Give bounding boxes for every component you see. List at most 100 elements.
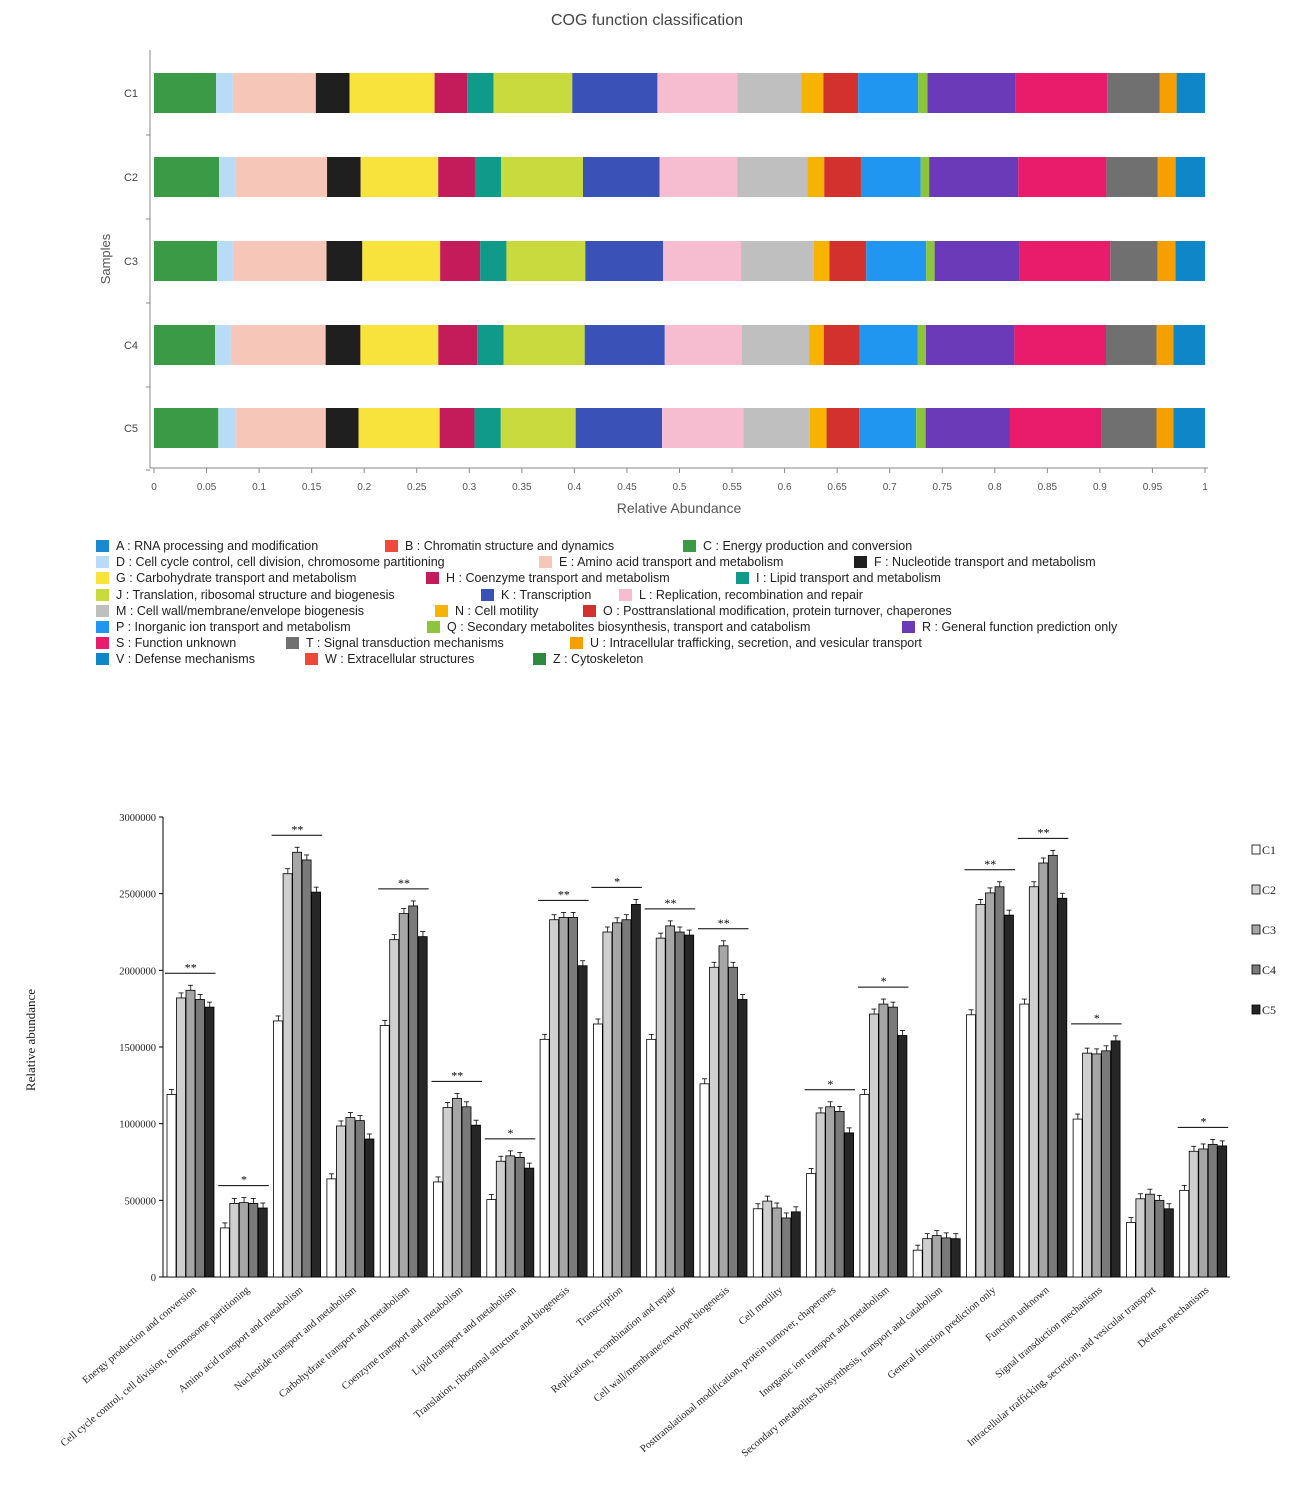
legend-row: D : Cell cycle control, cell division, c… <box>96 554 1216 570</box>
bar-C4-15 <box>994 886 1005 1278</box>
y-tick-label: 2000000 <box>119 966 156 977</box>
bar-C4-1 <box>248 1202 259 1278</box>
bar-segment-C1-N <box>801 73 824 113</box>
bar-C1-18 <box>1126 1222 1136 1278</box>
bar-segment-C3-N <box>813 241 830 281</box>
legend-row: V : Defense mechanisms W : Extracellular … <box>96 651 1216 667</box>
bar-C1-16 <box>1019 1003 1030 1278</box>
bar-segment-C5-H <box>439 408 475 448</box>
legend-label: I : Lipid transport and metabolism <box>756 571 941 586</box>
bar-C3-10 <box>718 945 729 1278</box>
legend-item-T: T : Signal transduction mechanisms <box>286 635 504 651</box>
bar-segment-C2-P <box>860 157 921 197</box>
legend-item-G: G : Carbohydrate transport and metabolis… <box>96 570 356 586</box>
bar-segment-C3-O <box>829 241 867 281</box>
legend-label: A : RNA processing and modification <box>116 539 319 553</box>
bar-C3-13 <box>878 1003 889 1278</box>
bar-C4-12 <box>834 1110 845 1278</box>
legend-label: L : Replication, recombination and repai… <box>639 587 863 602</box>
legend-swatch <box>385 540 398 552</box>
bar-segment-C2-K <box>583 157 660 197</box>
y-tick-label-C5: C5 <box>124 423 138 435</box>
x-tick-label: 0.1 <box>252 482 266 493</box>
bar-segment-C5-V <box>1173 408 1205 448</box>
bar-segment-C1-E <box>232 73 316 113</box>
x-category-label: Lipid transport and metabolism <box>410 1285 518 1378</box>
legend-item-W: W : Extracellular structures <box>305 651 474 667</box>
y-tick-label-C2: C2 <box>124 172 138 184</box>
stacked-bars <box>154 73 1205 448</box>
bar-C5-1 <box>257 1207 268 1278</box>
legend-swatch <box>96 653 109 666</box>
bar-segment-C3-Q <box>926 241 935 281</box>
bar-segment-C2-O <box>824 157 861 197</box>
bar-C4-8 <box>621 919 632 1278</box>
bar-segment-C5-K <box>575 408 663 448</box>
legend-item-A: A : RNA processing and modification <box>96 538 318 554</box>
legend-swatch <box>96 540 109 552</box>
bar-segment-C4-P <box>859 325 918 365</box>
bar-segment-C3-S <box>1019 241 1111 281</box>
x-category-label: Transcription <box>575 1284 626 1329</box>
bar-C4-11 <box>781 1217 792 1278</box>
x-tick-label: 0.55 <box>722 482 742 493</box>
bar-segment-C2-M <box>737 157 808 197</box>
bar-segment-C3-H <box>440 241 481 281</box>
bar-C2-10 <box>709 966 719 1278</box>
legend-swatch <box>539 556 552 569</box>
x-tick-label: 0.3 <box>462 482 476 493</box>
bar-C2-5 <box>442 1107 453 1278</box>
bar-C3-11 <box>771 1207 782 1278</box>
x-category-label: Energy production and conversion <box>81 1284 200 1386</box>
legend-row: A : RNA processing and modification B : C… <box>96 538 1216 554</box>
significance-label: ** <box>291 822 303 836</box>
x-category-label: Cell cycle control, cell division, chrom… <box>59 1284 252 1449</box>
y-tick-label: 0 <box>151 1273 156 1284</box>
legend-swatch <box>96 588 109 601</box>
bar-C4-13 <box>888 1006 898 1278</box>
legend-label: W : Extracellular structures <box>325 652 475 667</box>
bar-C5-7 <box>577 965 588 1278</box>
legend-label: K : Transcription <box>501 587 592 602</box>
series-legend: C1 C2 C3 C4 C5 <box>1251 843 1276 1017</box>
bar-segment-C5-F <box>325 408 359 448</box>
bar-segment-C5-I <box>474 408 501 448</box>
legend-swatch-C3 <box>1251 924 1261 935</box>
bar-C5-9 <box>684 934 695 1278</box>
bar-segment-C2-N <box>807 157 825 197</box>
bar-segment-C2-R <box>929 157 1019 197</box>
bar-segment-C5-C <box>154 408 219 448</box>
legend-label: N : Cell motility <box>455 603 539 618</box>
legend-swatch <box>533 653 546 666</box>
significance-label: ** <box>1038 825 1050 839</box>
legend-swatch <box>435 604 448 617</box>
legend-item-M: M : Cell wall/membrane/envelope biogenes… <box>96 603 364 619</box>
significance-label: * <box>827 1077 833 1091</box>
legend-label: P : Inorganic ion transport and metaboli… <box>116 619 351 634</box>
bar-C5-0 <box>204 1006 215 1278</box>
bar-C4-19 <box>1207 1143 1218 1278</box>
bar-C4-16 <box>1047 854 1058 1278</box>
legend: A : RNA processing and modification B : C… <box>96 538 1216 668</box>
significance-label: * <box>508 1126 514 1140</box>
x-tick-label: 1 <box>1202 482 1208 493</box>
bar-segment-C1-G <box>349 73 435 113</box>
legend-label-C4: C4 <box>1262 963 1276 977</box>
x-ticks: 0 0.05 0.1 0.15 0.2 0.25 0.3 0.35 0.4 0.45 0.5 0.55… <box>151 468 1208 493</box>
bar-segment-C3-U <box>1157 241 1176 281</box>
bar-C3-3 <box>345 1117 356 1278</box>
bar-C2-11 <box>762 1200 773 1278</box>
legend-swatch <box>96 604 109 617</box>
bar-C5-13 <box>897 1035 908 1278</box>
bar-segment-C1-F <box>315 73 350 113</box>
bar-C1-13 <box>859 1094 870 1278</box>
bar-C5-6 <box>524 1167 535 1278</box>
y-tick-label: 500000 <box>125 1196 157 1207</box>
bar-segment-C4-F <box>325 325 361 365</box>
legend-swatch <box>96 572 109 585</box>
bar-C5-10 <box>737 999 748 1278</box>
bar-C3-18 <box>1145 1193 1155 1278</box>
significance-label: ** <box>664 896 676 910</box>
x-tick-label: 0.95 <box>1143 482 1163 493</box>
